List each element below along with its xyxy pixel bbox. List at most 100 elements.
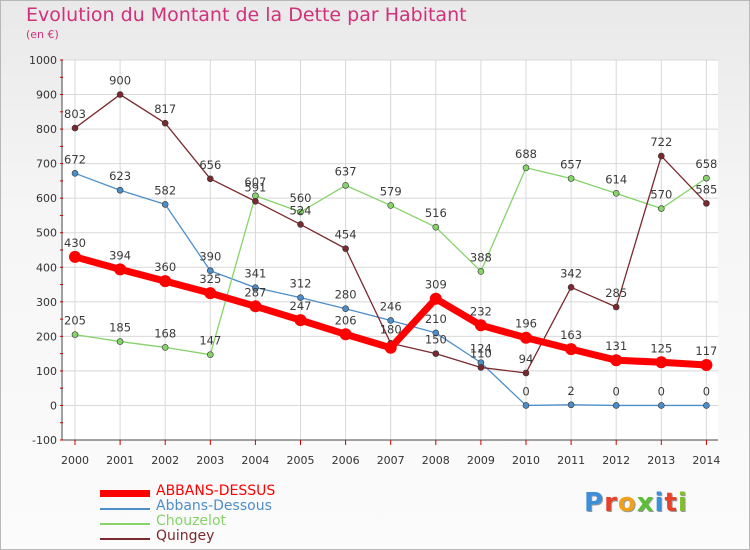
legend-label: Abbans-Dessous	[156, 498, 272, 514]
x-tick-label: 2014	[692, 454, 720, 467]
data-label: 287	[244, 285, 266, 299]
data-label: 656	[199, 158, 221, 172]
data-point	[116, 186, 124, 194]
data-label: 722	[650, 135, 672, 149]
data-point	[69, 250, 81, 263]
legend-swatch	[100, 508, 150, 510]
data-label: 131	[605, 339, 627, 353]
data-point	[612, 402, 620, 409]
data-point	[432, 350, 440, 357]
y-tick-label: 100	[36, 365, 57, 378]
y-tick-label: 500	[36, 227, 57, 240]
data-label: 614	[605, 172, 627, 186]
x-tick-label: 2000	[61, 454, 89, 467]
data-point	[342, 182, 349, 189]
chart-title: Evolution du Montant de la Dette par Hab…	[26, 4, 467, 26]
data-label: 205	[64, 314, 86, 328]
data-label: 817	[154, 102, 176, 116]
data-label: 342	[560, 266, 582, 280]
data-point	[71, 331, 79, 338]
y-tick-label: 0	[50, 399, 57, 412]
data-label: 688	[515, 147, 537, 161]
y-tick-label: 600	[36, 192, 57, 205]
data-label: 124	[470, 342, 492, 356]
data-point	[207, 175, 214, 183]
data-point	[297, 208, 304, 216]
data-point	[116, 91, 124, 98]
data-point	[477, 268, 485, 275]
data-point	[522, 369, 530, 377]
data-point	[252, 284, 259, 291]
data-point	[116, 338, 124, 345]
data-point	[700, 359, 713, 372]
data-point	[657, 152, 665, 160]
x-tick-label: 2013	[647, 454, 675, 467]
data-point	[703, 174, 710, 182]
x-tick-label: 2005	[287, 454, 315, 467]
data-label: 672	[64, 152, 86, 166]
data-label: 524	[290, 203, 312, 217]
x-tick-label: 2002	[151, 454, 179, 467]
data-point	[204, 287, 217, 300]
data-point	[387, 317, 395, 324]
x-tick-label: 2003	[196, 454, 224, 467]
data-point	[520, 331, 532, 344]
data-label: 163	[560, 328, 582, 342]
legend-label: Chouzelot	[156, 513, 226, 529]
data-point	[161, 344, 169, 351]
data-label: 658	[695, 157, 717, 171]
data-point	[610, 354, 623, 367]
data-point	[161, 119, 169, 127]
data-point	[612, 303, 620, 311]
data-point	[161, 201, 169, 208]
data-point	[567, 175, 575, 182]
data-label: 325	[199, 272, 221, 286]
data-label: 591	[244, 180, 266, 194]
y-tick-label: 200	[36, 330, 57, 343]
data-point	[703, 200, 710, 207]
data-label: 623	[109, 169, 131, 183]
data-label: 0	[658, 384, 665, 398]
data-label: 560	[290, 191, 312, 205]
data-point	[657, 205, 665, 212]
data-label: 579	[380, 184, 402, 198]
data-label: 585	[695, 182, 717, 196]
data-label: 150	[425, 333, 447, 347]
data-point	[522, 164, 530, 172]
data-point	[339, 328, 352, 341]
data-label: 110	[470, 346, 492, 360]
data-label: 388	[470, 250, 492, 264]
legend-swatch	[100, 490, 150, 497]
data-label: 390	[199, 250, 221, 264]
x-tick-label: 2009	[467, 454, 495, 467]
data-point	[429, 292, 442, 305]
data-point	[384, 341, 397, 354]
x-tick-label: 2007	[377, 454, 405, 467]
data-label: 637	[335, 164, 357, 178]
data-label: 0	[522, 384, 529, 398]
data-label: 185	[109, 321, 131, 335]
data-label: 196	[515, 317, 537, 331]
data-point	[71, 170, 79, 177]
x-tick-label: 2012	[602, 454, 630, 467]
data-label: 430	[64, 236, 86, 250]
x-tick-label: 2008	[422, 454, 450, 467]
y-tick-label: 700	[36, 158, 57, 171]
data-label: 582	[154, 183, 176, 197]
data-point	[655, 356, 668, 369]
data-label: 180	[380, 322, 402, 336]
data-label: 0	[613, 384, 620, 398]
data-point	[71, 124, 79, 132]
chart-subtitle: (en €)	[26, 28, 59, 41]
data-label: 341	[244, 267, 266, 281]
x-tick-label: 2004	[241, 454, 269, 467]
data-point	[297, 294, 304, 301]
data-label: 394	[109, 248, 131, 262]
x-tick-label: 2011	[557, 454, 585, 467]
data-label: 147	[199, 334, 221, 348]
data-label: 117	[695, 344, 717, 358]
data-label: 2	[567, 384, 574, 398]
data-point	[477, 364, 485, 371]
y-tick-label: 400	[36, 261, 57, 274]
